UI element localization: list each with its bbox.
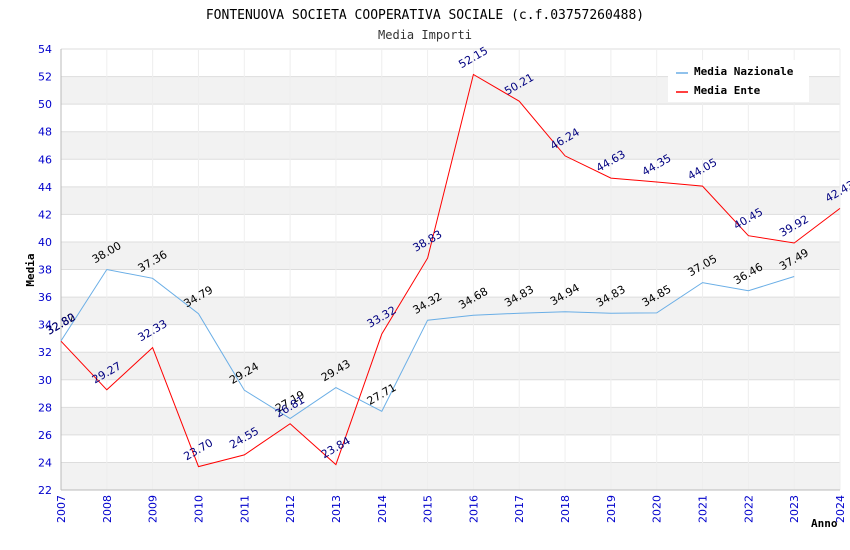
- grid-lines: [60, 48, 841, 491]
- y-tick-label: 30: [38, 374, 52, 387]
- x-tick-label: 2022: [742, 495, 755, 523]
- grid-band: [61, 407, 840, 435]
- y-tick-label: 52: [38, 71, 52, 84]
- grid-bands: [61, 76, 840, 490]
- legend-box: [668, 60, 809, 102]
- x-tick-label: 2019: [605, 495, 618, 523]
- y-tick-label: 36: [38, 291, 52, 304]
- y-tick-label: 24: [38, 456, 52, 469]
- legend: Media Nazionale Media Ente: [668, 60, 809, 102]
- x-tick-label: 2016: [467, 495, 480, 523]
- y-tick-label: 32: [38, 346, 52, 359]
- x-tick-label: 2017: [513, 495, 526, 523]
- grid-band: [61, 297, 840, 325]
- x-tick-label: 2010: [192, 495, 205, 523]
- x-tick-label: 2008: [101, 495, 114, 523]
- x-tick-label: 2012: [284, 495, 297, 523]
- data-label: 42.43: [823, 178, 850, 205]
- x-tick-label: 2007: [55, 495, 68, 523]
- x-tick-label: 2018: [559, 495, 572, 523]
- grid-band: [61, 352, 840, 380]
- legend-label-ente: Media Ente: [694, 84, 761, 97]
- y-tick-label: 44: [38, 181, 52, 194]
- grid-band: [61, 186, 840, 215]
- x-tick-label: 2009: [147, 495, 160, 523]
- series-line-ente: [60, 73, 841, 468]
- y-tick-label: 54: [38, 43, 52, 56]
- x-axis-ticks: 2007 2008 2009 2010 2011 2012 2013 2014 2015 2016…: [55, 495, 847, 523]
- x-tick-label: 2014: [376, 495, 389, 523]
- y-tick-label: 48: [38, 126, 52, 139]
- y-tick-label: 42: [38, 208, 52, 221]
- legend-label-nazionale: Media Nazionale: [694, 65, 794, 78]
- x-tick-label: 2011: [238, 495, 251, 523]
- chart-subtitle: Media Importi: [378, 28, 472, 42]
- y-tick-label: 28: [38, 401, 52, 414]
- y-tick-label: 22: [38, 484, 52, 497]
- series-line-nazionale: [60, 268, 795, 420]
- y-axis-ticks: 22 24 26 28 30 32 34 36 38 40 42 44 46 48 50 52 54: [38, 43, 52, 497]
- chart-title: FONTENUOVA SOCIETA COOPERATIVA SOCIALE (…: [206, 8, 644, 23]
- y-tick-label: 38: [38, 264, 52, 277]
- y-tick-label: 40: [38, 236, 52, 249]
- x-tick-label: 2020: [651, 495, 664, 523]
- grid-band: [61, 462, 840, 490]
- y-tick-label: 50: [38, 98, 52, 111]
- grid-band: [61, 131, 840, 160]
- series-lines: [60, 73, 841, 468]
- x-tick-label: 2021: [697, 495, 710, 523]
- grid-band: [61, 241, 840, 270]
- x-tick-label: 2013: [330, 495, 343, 523]
- y-tick-label: 26: [38, 429, 52, 442]
- y-tick-label: 34: [38, 319, 52, 332]
- y-axis-label: Media: [24, 253, 37, 286]
- y-tick-label: 46: [38, 153, 52, 166]
- x-tick-label: 2023: [788, 495, 801, 523]
- x-tick-label: 2024: [834, 495, 847, 523]
- x-axis-label: Anno: [811, 517, 838, 530]
- x-tick-label: 2015: [422, 495, 435, 523]
